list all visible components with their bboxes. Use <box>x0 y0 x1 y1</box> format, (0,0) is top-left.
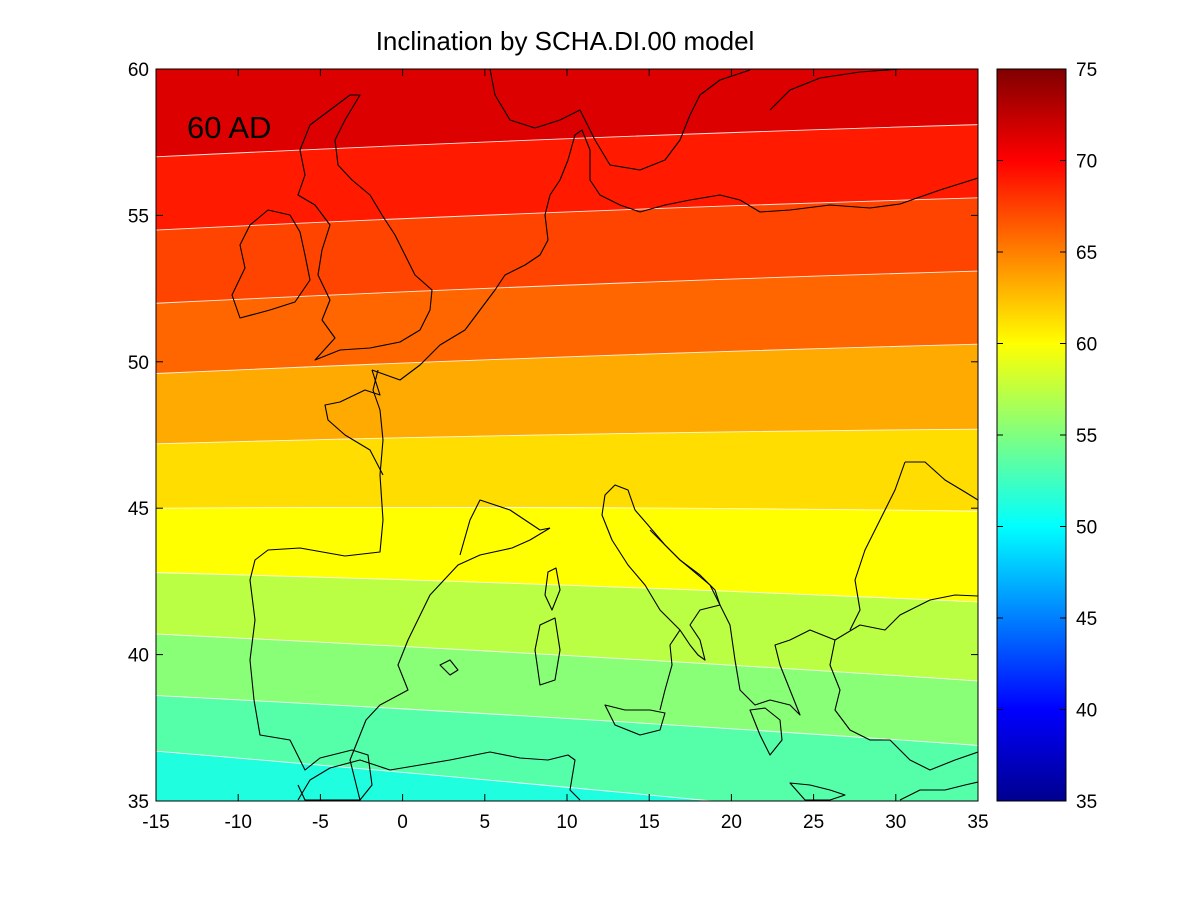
contour-line <box>156 506 978 512</box>
contour-band <box>156 271 978 374</box>
coastline-sicily <box>604 704 666 736</box>
contour-band <box>156 751 715 801</box>
x-tick-label: 15 <box>639 812 660 833</box>
contour-line <box>156 428 978 445</box>
coastline-finland <box>769 69 901 111</box>
x-tick-label: 25 <box>803 812 824 833</box>
coastline-norway-sweden <box>489 69 751 171</box>
colorbar-tick-label: 40 <box>1076 701 1097 722</box>
x-tick-label: 35 <box>967 812 988 833</box>
coastline-crete <box>789 782 846 801</box>
x-tick-label: 30 <box>885 812 906 833</box>
x-tick-label: 5 <box>480 812 491 833</box>
colorbar-tick-label: 60 <box>1076 335 1097 356</box>
colorbar: 35 40 45 50 55 60 65 70 75 <box>996 60 1097 813</box>
x-tick-label: 0 <box>397 812 408 833</box>
y-tick-label: 60 <box>128 60 149 81</box>
colorbar-tick-label: 35 <box>1076 792 1097 813</box>
contour-line <box>156 572 978 603</box>
coastline-aegean <box>829 639 978 771</box>
colorbar-tick-label: 55 <box>1076 426 1097 447</box>
coastline-north-africa <box>297 751 581 801</box>
y-tick-label: 55 <box>128 206 149 227</box>
colorbar-tick-label: 50 <box>1076 518 1097 539</box>
contour-band <box>156 197 978 303</box>
coastline-north-france <box>371 194 551 381</box>
x-tick-label: 20 <box>721 812 742 833</box>
colorbar-tick-label: 65 <box>1076 243 1097 264</box>
coastline-crimea <box>905 461 978 501</box>
contour-line <box>156 750 718 801</box>
coastline-greece <box>749 707 783 756</box>
y-tick-label: 40 <box>128 646 149 667</box>
y-tick-label: 50 <box>128 353 149 374</box>
x-tick-label: -5 <box>312 812 329 833</box>
colorbar-tick-label: 45 <box>1076 609 1097 630</box>
contour-band <box>156 344 978 444</box>
contour-fill-layer <box>156 69 978 801</box>
coastline-denmark <box>549 129 641 213</box>
coastline-corsica <box>544 567 561 611</box>
contour-lines <box>156 124 978 801</box>
coastline-italy <box>601 484 721 661</box>
period-annotation: 60 AD <box>187 110 271 145</box>
x-tick-label: -10 <box>224 812 251 833</box>
colorbar-ticks: 35 40 45 50 55 60 65 70 75 <box>997 60 1097 813</box>
coastline-spain-east <box>349 527 551 801</box>
contour-band <box>156 572 978 681</box>
coastline-ireland <box>231 209 311 319</box>
coastline-france <box>459 499 551 556</box>
contour-band <box>156 124 978 230</box>
x-axis: -15 -10 -5 0 5 10 15 20 25 30 35 <box>142 69 989 833</box>
coastlines <box>231 69 978 801</box>
coastline-iberia <box>249 369 384 801</box>
contour-bands <box>156 124 978 801</box>
coastline-turkey-south <box>899 781 978 801</box>
y-tick-label: 35 <box>128 792 149 813</box>
x-tick-label: 10 <box>556 812 577 833</box>
y-axis: 35 40 45 50 55 60 <box>128 60 978 813</box>
coastline-sardinia <box>534 617 561 686</box>
coastline-black-sea-west <box>849 461 906 631</box>
coastline-baltic <box>639 177 978 213</box>
contour-band <box>156 634 978 746</box>
coastline-adriatic-east <box>649 529 836 716</box>
coastline-balearic <box>439 659 459 676</box>
contour-line <box>156 270 978 304</box>
contour-line <box>156 695 978 746</box>
contour-band <box>156 695 978 801</box>
contour-line <box>156 343 978 374</box>
colorbar-gradient <box>997 69 1066 801</box>
coastline-britain <box>297 94 433 361</box>
contour-band <box>156 429 978 512</box>
colorbar-tick-label: 70 <box>1076 152 1097 173</box>
contour-line <box>156 197 978 231</box>
colorbar-tick-label: 75 <box>1076 60 1097 81</box>
contour-line <box>156 124 978 158</box>
contour-line <box>156 633 978 682</box>
coastline-channel <box>324 369 384 476</box>
coastline-black-sea <box>834 594 978 641</box>
coastline-italy-south <box>659 629 681 711</box>
y-tick-label: 45 <box>128 499 149 520</box>
chart-title: Inclination by SCHA.DI.00 model <box>376 26 755 56</box>
x-tick-label: -15 <box>142 812 169 833</box>
